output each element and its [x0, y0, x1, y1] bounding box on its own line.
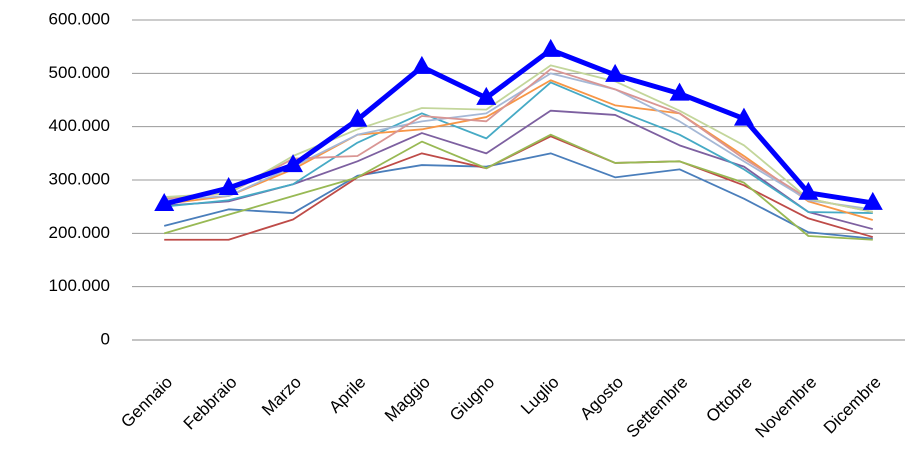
x-tick-label: Agosto [576, 373, 627, 424]
marker [347, 108, 368, 127]
y-tick-label: 0 [101, 329, 110, 348]
x-tick-label: Dicembre [820, 373, 885, 438]
marker [218, 177, 239, 195]
series-line [163, 133, 873, 241]
series-line [163, 47, 874, 207]
marker [154, 193, 175, 211]
x-tick-label: Novembre [751, 373, 820, 442]
marker [669, 82, 690, 101]
marker [798, 181, 819, 200]
x-tick-label: Aprile [325, 373, 369, 417]
x-tick-label: Marzo [258, 373, 305, 420]
series-line [163, 152, 873, 240]
marker [862, 191, 883, 210]
marker [733, 107, 754, 126]
y-tick-label: 400.000 [49, 116, 110, 135]
x-tick-label: Gennaio [117, 373, 176, 432]
y-tick-label: 500.000 [49, 63, 110, 82]
y-tick-label: 100.000 [49, 276, 110, 295]
marker [540, 38, 561, 57]
x-tick-label: Maggio [381, 373, 434, 426]
x-tick-label: Luglio [517, 373, 563, 419]
series-line [164, 72, 873, 211]
x-tick-label: Ottobre [702, 373, 756, 427]
marker [476, 86, 497, 105]
series-line [164, 64, 873, 213]
marker [411, 55, 432, 74]
marker [605, 63, 626, 82]
x-tick-label: Giugno [446, 373, 498, 425]
x-tick-label: Febbraio [180, 373, 241, 434]
series-line [164, 68, 873, 213]
x-tick-label: Settembre [623, 373, 692, 442]
y-tick-label: 300.000 [49, 169, 110, 188]
series-line [164, 81, 873, 214]
series-line [164, 79, 874, 221]
y-tick-label: 200.000 [49, 223, 110, 242]
y-tick-label: 600.000 [49, 9, 110, 28]
marker [283, 154, 304, 173]
